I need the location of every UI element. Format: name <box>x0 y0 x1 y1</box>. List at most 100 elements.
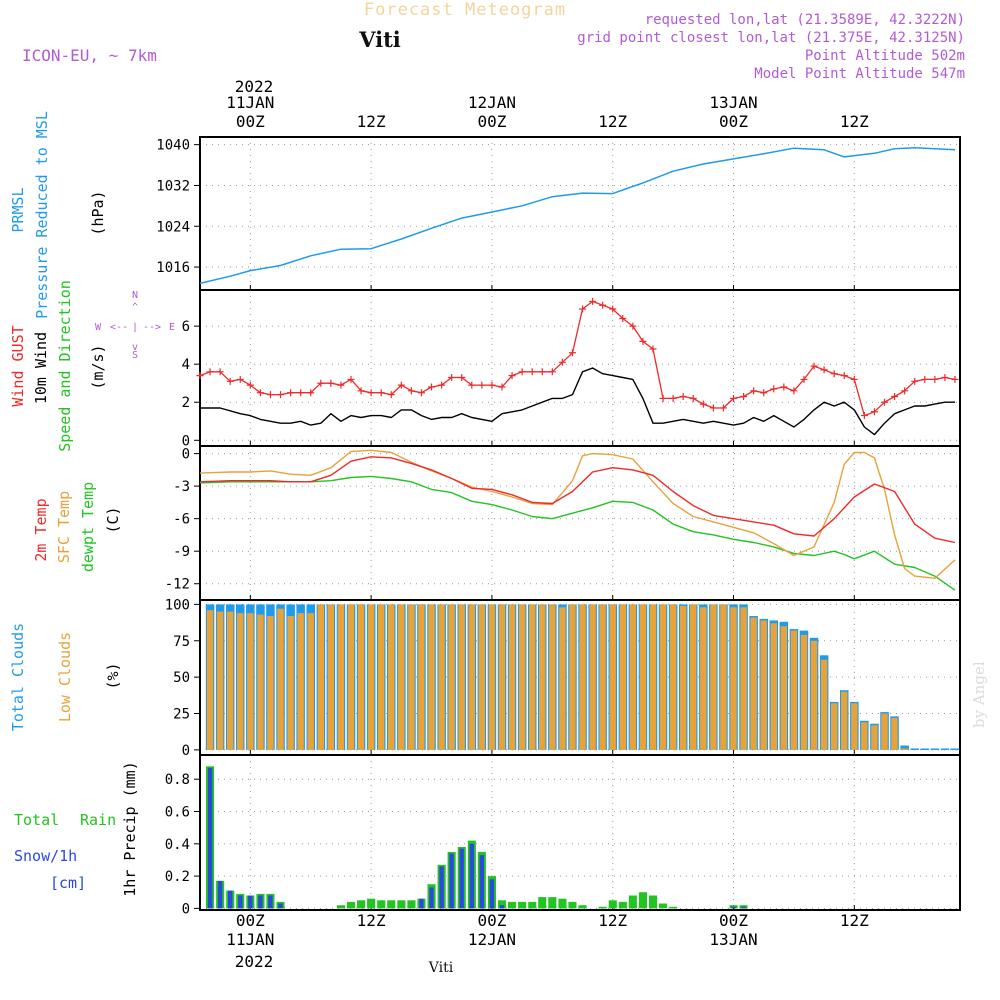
low-cloud-bar <box>800 634 808 750</box>
y-tick-label: 4 <box>182 357 190 373</box>
total-cloud-bar <box>900 745 909 750</box>
requested-coords: requested lon,lat (21.3589E, 42.3222N) <box>645 12 965 28</box>
gust-marker <box>629 322 637 330</box>
clouds-unit: (%) <box>104 662 122 689</box>
total-cloud-bar <box>940 748 950 750</box>
gust-marker <box>337 381 345 389</box>
gust-marker <box>307 389 315 397</box>
y-tick-label: 2 <box>182 395 190 411</box>
total-precip-bar <box>407 900 416 909</box>
gust-marker <box>740 393 748 401</box>
low-cloud-bar <box>680 605 687 750</box>
low-cloud-bar <box>227 611 234 750</box>
gust-marker <box>790 387 798 395</box>
y-tick-label: 25 <box>173 707 190 723</box>
total-precip-bar <box>638 892 647 909</box>
low-cloud-bar <box>529 604 536 750</box>
low-cloud-bar <box>216 611 224 750</box>
gust-marker <box>810 362 818 370</box>
gust-marker <box>488 381 496 389</box>
low-cloud-bar <box>237 613 244 750</box>
low-cloud-bar <box>448 604 455 750</box>
snow-bar <box>228 890 233 909</box>
gust-marker <box>840 372 848 380</box>
gust-marker <box>609 305 617 313</box>
low-cloud-bar <box>367 604 375 750</box>
total-cloud-bar <box>910 748 919 750</box>
gust-marker <box>236 375 244 383</box>
total-precip-bar <box>598 906 607 909</box>
chart-title: Forecast Meteogram <box>364 0 566 20</box>
gust-marker <box>699 400 707 408</box>
compass-glyph-down: v <box>132 342 138 353</box>
low-cloud-bar <box>508 604 516 750</box>
gust-marker <box>689 394 697 402</box>
snow-bar <box>268 895 273 909</box>
gust-marker <box>770 385 778 393</box>
low-cloud-bar <box>378 604 385 750</box>
low-cloud-bar <box>297 613 304 750</box>
low-cloud-bar <box>810 640 818 750</box>
low-cloud-bar <box>891 717 898 750</box>
low-cloud-bar <box>851 703 858 750</box>
gust-marker <box>619 315 627 323</box>
low-cloud-bar <box>881 713 888 750</box>
model-altitude: Model Point Altitude 547m <box>754 66 965 82</box>
gust-marker <box>478 381 486 389</box>
total-precip-bar <box>518 901 527 909</box>
gust-marker <box>246 381 254 389</box>
legend-rain-label: Rain <box>80 811 116 829</box>
low-cloud-bar <box>609 604 616 750</box>
compass-glyph-east: --> <box>143 322 161 333</box>
gust-marker <box>870 408 878 416</box>
gust-marker <box>508 372 516 380</box>
snow-bar <box>419 898 424 909</box>
bottom-date-label: 12JAN <box>468 930 516 949</box>
gust-marker <box>256 389 264 397</box>
gust-marker <box>649 345 657 353</box>
gust-marker <box>206 368 214 376</box>
y-tick-label: 0 <box>182 743 190 759</box>
low-cloud-bar <box>347 604 355 750</box>
gust-marker <box>850 375 858 383</box>
low-cloud-bar <box>710 604 717 750</box>
y-tick-label: 0.4 <box>165 837 190 853</box>
temp-unit: (C) <box>104 506 122 533</box>
pressure-label-prmsl: PRMSL <box>9 187 27 232</box>
gust-marker <box>709 404 717 412</box>
model-label: ICON-EU, ~ 7km <box>22 46 157 65</box>
low-cloud-bar <box>408 604 415 750</box>
total-precip-bar <box>367 898 376 909</box>
station-name: Viti <box>358 27 401 52</box>
precip-frame <box>199 754 961 911</box>
snow-bar <box>449 853 454 909</box>
gust-marker <box>679 393 687 401</box>
y-tick-label: 0 <box>182 447 190 463</box>
snow-bar <box>741 906 746 909</box>
y-tick-label: 75 <box>173 634 190 650</box>
top-year-label: 2022 <box>235 77 274 96</box>
top-time-label: 00Z <box>236 112 265 131</box>
compass-north: N <box>132 290 138 301</box>
gust-marker <box>760 389 768 397</box>
compass-glyph-up: ^ <box>132 302 138 313</box>
gust-marker <box>901 387 909 395</box>
low-cloud-bar <box>428 604 435 750</box>
low-cloud-bar <box>498 604 506 750</box>
gust-marker <box>498 383 506 391</box>
low-cloud-bar <box>549 604 556 750</box>
total-clouds-label: Total Clouds <box>9 623 27 731</box>
temp-2m-label: 2m Temp <box>32 498 50 561</box>
compass-glyph-west: <-- <box>110 322 128 333</box>
gust-marker <box>599 301 607 309</box>
low-cloud-bar <box>720 604 727 750</box>
legend-total-label: Total <box>14 811 59 829</box>
low-cloud-bar <box>669 604 677 750</box>
gust-marker <box>367 389 375 397</box>
low-cloud-bar <box>488 604 496 750</box>
low-clouds-label: Low Clouds <box>56 632 74 722</box>
low-cloud-bar <box>267 616 274 750</box>
pressure-line <box>199 146 956 285</box>
